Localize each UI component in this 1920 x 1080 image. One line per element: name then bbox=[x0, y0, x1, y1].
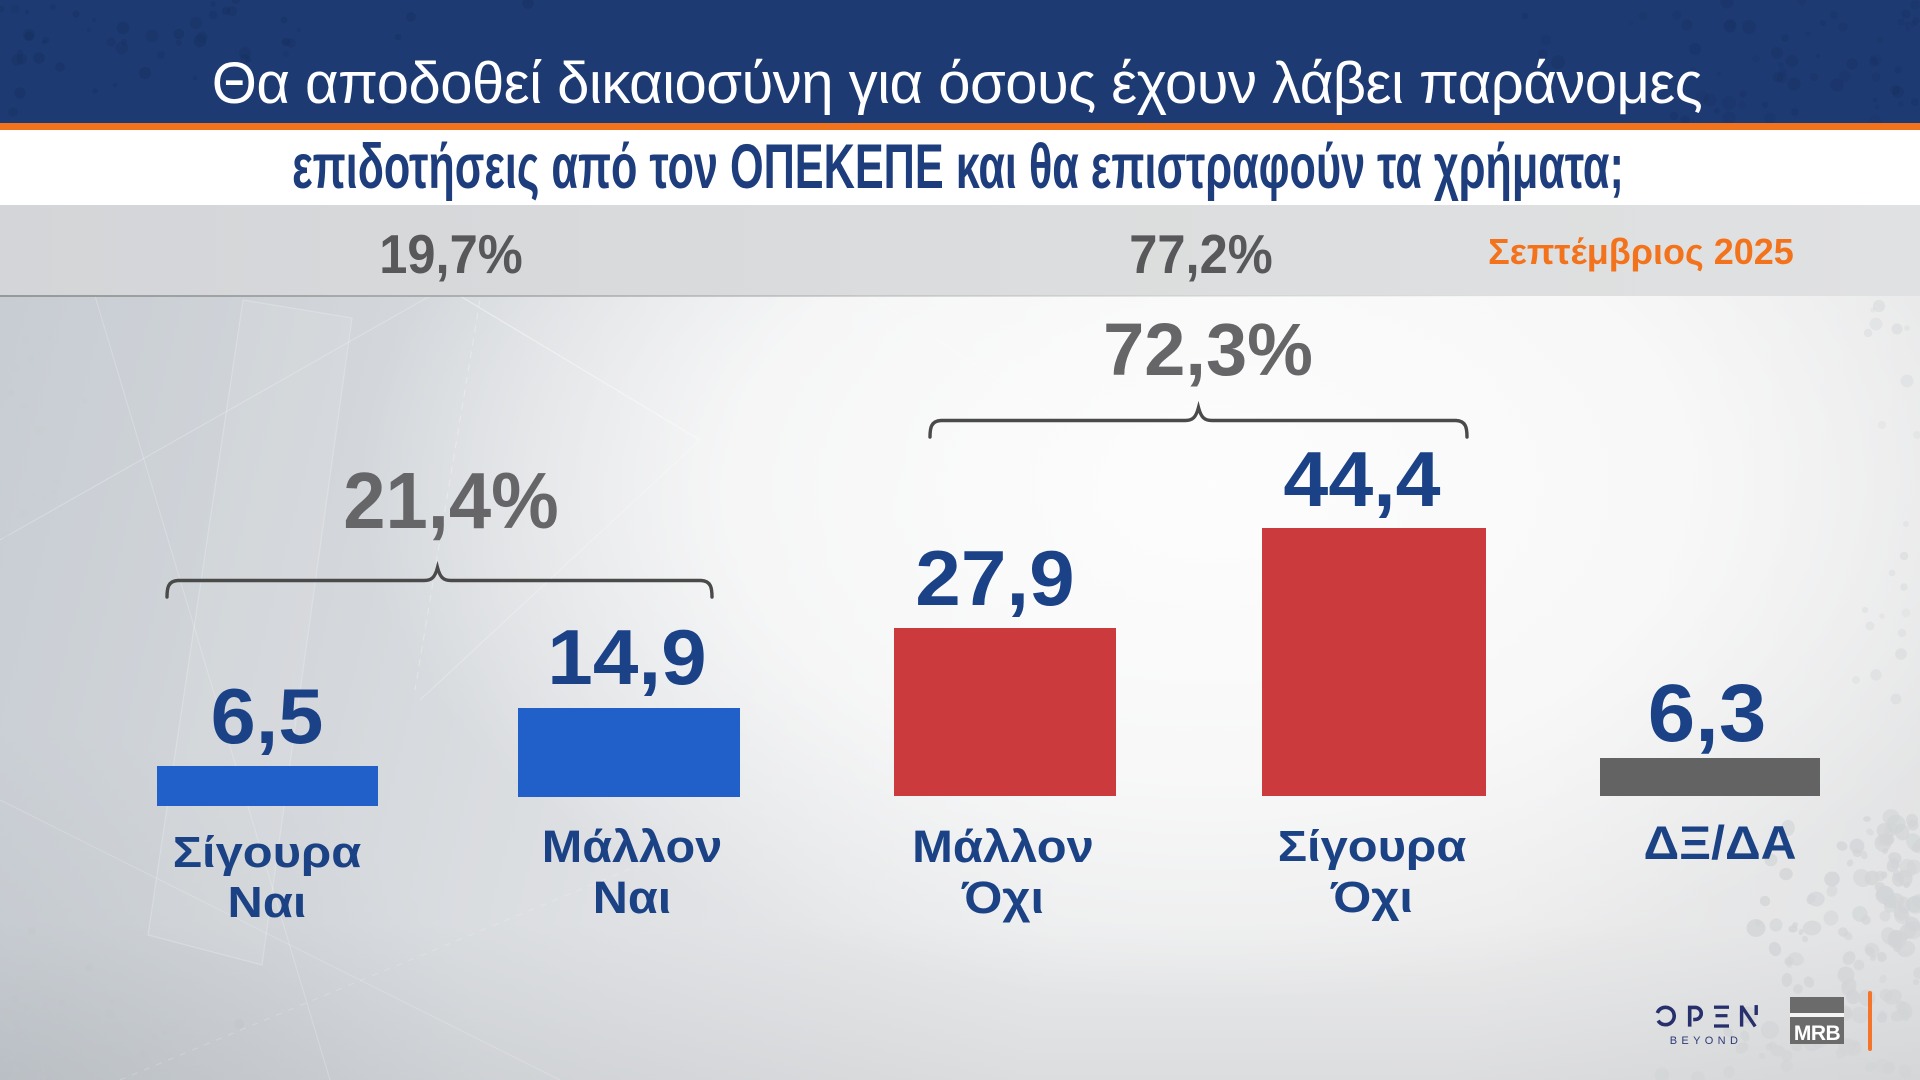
svg-text:BEYOND: BEYOND bbox=[1670, 1035, 1743, 1047]
